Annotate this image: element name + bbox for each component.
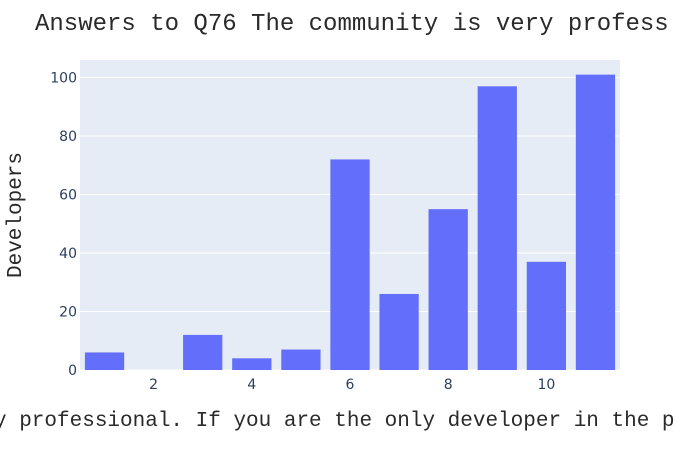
x-tick-label: 8 bbox=[444, 377, 453, 393]
y-tick-label: 80 bbox=[59, 129, 77, 145]
bar-11 bbox=[575, 74, 616, 370]
y-axis-title: Developers bbox=[5, 152, 28, 278]
x-tick-label: 6 bbox=[346, 377, 355, 393]
bar-5 bbox=[281, 349, 321, 370]
bar-8 bbox=[428, 209, 468, 370]
y-tick-label: 0 bbox=[68, 363, 77, 379]
y-tick-label: 60 bbox=[59, 188, 77, 204]
bar-1 bbox=[84, 352, 125, 370]
bar-7 bbox=[379, 293, 419, 370]
x-axis-ticks: 2 4 6 8 10 bbox=[149, 377, 555, 393]
bar-4 bbox=[232, 358, 272, 370]
y-tick-label: 20 bbox=[59, 305, 77, 321]
bars bbox=[84, 74, 616, 371]
bar-10 bbox=[526, 261, 566, 370]
x-tick-label: 10 bbox=[537, 377, 555, 393]
x-tick-label: 2 bbox=[149, 377, 158, 393]
y-axis-ticks: 0 20 40 60 80 100 bbox=[50, 71, 77, 379]
x-axis-title: y professional. If you are the only deve… bbox=[0, 410, 675, 433]
bar-6 bbox=[330, 159, 370, 370]
chart-title: Answers to Q76 The community is very pro… bbox=[35, 11, 669, 38]
y-tick-label: 40 bbox=[59, 246, 77, 262]
bar-9 bbox=[477, 86, 517, 371]
bar-3 bbox=[183, 334, 223, 370]
y-tick-label: 100 bbox=[50, 71, 77, 87]
x-tick-label: 4 bbox=[247, 377, 256, 393]
